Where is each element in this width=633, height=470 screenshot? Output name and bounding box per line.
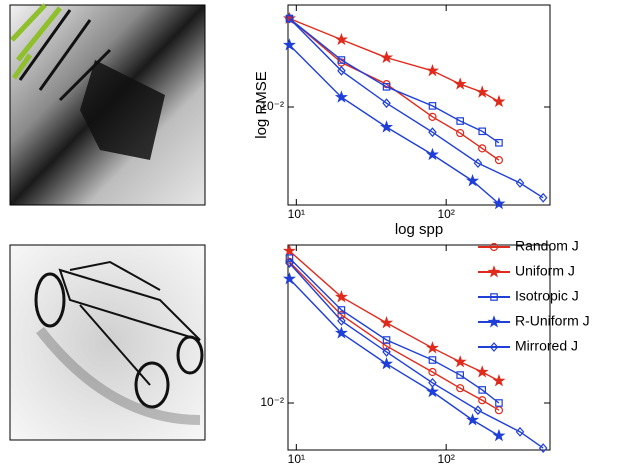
marker bbox=[334, 326, 348, 339]
plot-frame bbox=[287, 244, 551, 451]
marker bbox=[456, 128, 465, 138]
marker bbox=[494, 156, 504, 165]
marker bbox=[425, 384, 439, 398]
marker bbox=[453, 77, 467, 90]
y-tick-label: 10⁻² bbox=[260, 395, 284, 409]
marker bbox=[492, 196, 506, 210]
marker bbox=[380, 357, 394, 370]
marker bbox=[473, 158, 483, 168]
legend-marker bbox=[487, 265, 501, 278]
marker bbox=[466, 413, 480, 426]
series-line bbox=[288, 257, 500, 404]
marker bbox=[466, 174, 480, 187]
render-image-bottom bbox=[9, 244, 206, 441]
marker bbox=[478, 127, 487, 136]
marker bbox=[425, 147, 439, 161]
marker bbox=[337, 56, 346, 64]
marker bbox=[515, 178, 525, 188]
plot-frame bbox=[287, 4, 551, 206]
marker bbox=[380, 316, 394, 329]
marker bbox=[428, 356, 437, 364]
x-tick-label: 10² bbox=[438, 452, 455, 466]
marker bbox=[492, 94, 506, 108]
marker bbox=[382, 83, 391, 91]
marker bbox=[282, 244, 296, 257]
marker bbox=[382, 341, 391, 351]
x-tick-label: 10¹ bbox=[288, 207, 305, 221]
marker bbox=[475, 85, 489, 98]
marker bbox=[382, 336, 391, 344]
series-line bbox=[288, 250, 500, 382]
marker bbox=[456, 371, 464, 379]
render-image-top bbox=[9, 3, 206, 206]
marker bbox=[282, 38, 296, 51]
legend-label: Mirrored J bbox=[515, 338, 578, 354]
marker bbox=[456, 117, 464, 125]
marker bbox=[473, 405, 483, 416]
marker bbox=[492, 428, 506, 442]
marker bbox=[428, 127, 437, 138]
marker bbox=[285, 258, 294, 269]
y-tick-label: 10⁻² bbox=[260, 99, 284, 113]
marker bbox=[425, 63, 439, 77]
marker bbox=[475, 365, 489, 378]
x-tick-label: 10² bbox=[438, 207, 455, 221]
legend-label: Isotropic J bbox=[515, 288, 579, 304]
marker bbox=[282, 272, 296, 285]
marker bbox=[337, 306, 346, 314]
marker bbox=[334, 290, 348, 303]
marker bbox=[428, 112, 437, 121]
marker bbox=[334, 90, 348, 103]
marker bbox=[478, 144, 487, 153]
series-line bbox=[289, 17, 500, 144]
marker bbox=[538, 443, 548, 453]
marker bbox=[478, 396, 487, 405]
legend-label: Random J bbox=[515, 238, 579, 254]
x-tick-label: 10¹ bbox=[288, 452, 305, 466]
marker bbox=[337, 315, 346, 326]
series-line bbox=[288, 18, 544, 199]
marker bbox=[380, 120, 394, 133]
marker bbox=[428, 102, 437, 110]
marker bbox=[515, 426, 525, 437]
legend-marker bbox=[489, 342, 499, 352]
legend-marker bbox=[489, 242, 499, 252]
legend-marker bbox=[490, 293, 498, 301]
series-line bbox=[288, 44, 500, 205]
marker bbox=[337, 310, 346, 320]
x-axis-title: log spp bbox=[395, 221, 443, 238]
marker bbox=[456, 384, 465, 393]
marker bbox=[334, 32, 348, 46]
marker bbox=[428, 367, 437, 377]
y-axis-title: log RMSE bbox=[253, 71, 270, 139]
marker bbox=[428, 377, 437, 388]
marker bbox=[478, 386, 487, 394]
marker bbox=[382, 98, 391, 109]
marker bbox=[382, 347, 391, 357]
series-line bbox=[289, 17, 500, 161]
series-line bbox=[288, 261, 500, 411]
legend-label: R-Uniform J bbox=[515, 313, 590, 329]
marker bbox=[492, 374, 506, 387]
marker bbox=[425, 341, 439, 354]
series-line bbox=[288, 262, 544, 449]
marker bbox=[380, 50, 394, 64]
marker bbox=[495, 139, 503, 147]
marker bbox=[453, 355, 467, 368]
legend-label: Uniform J bbox=[515, 263, 575, 279]
marker bbox=[285, 254, 294, 262]
marker bbox=[495, 399, 503, 407]
legend-marker bbox=[487, 315, 501, 328]
series-line bbox=[288, 278, 500, 437]
marker bbox=[337, 65, 346, 76]
marker bbox=[538, 192, 548, 203]
marker bbox=[285, 13, 294, 24]
